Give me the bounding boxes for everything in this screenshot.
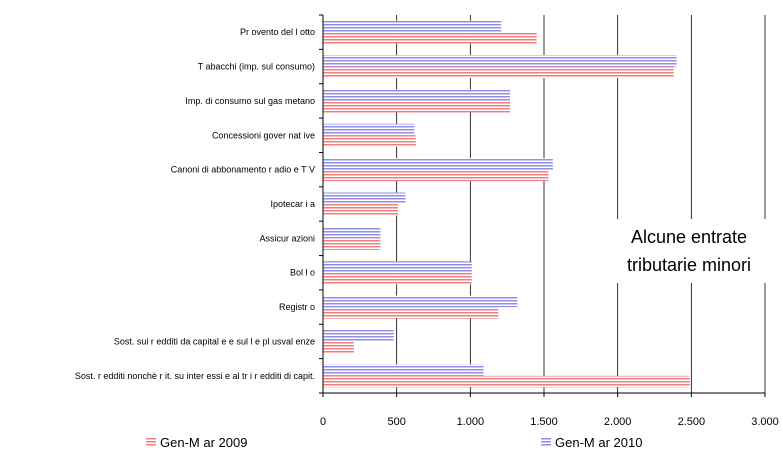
x-tick-label-6: 3.000 (751, 416, 779, 428)
bar-2010-10 (323, 364, 484, 376)
x-tick-label-0: 0 (320, 416, 326, 428)
bar-2009-2 (323, 100, 511, 113)
bar-2009-5 (323, 204, 399, 216)
bar-2009-9 (323, 341, 354, 353)
category-label-10: Sost. r edditi nonchè r it. su inter ess… (75, 371, 315, 381)
bar-2009-1 (323, 66, 674, 79)
category-labels: Pr ovento del l otto T abacchi (imp. sul … (75, 27, 315, 381)
category-label-6: Assicur azioni (259, 233, 315, 243)
bar-2010-0 (323, 20, 502, 33)
bar-2009-6 (323, 238, 381, 250)
bar-2010-2 (323, 89, 511, 101)
bar-2009-8 (323, 307, 499, 319)
bar-2010-1 (323, 55, 677, 67)
bar-2009-4 (323, 169, 549, 182)
category-label-9: Sost. sui r edditi da capital e e sul l … (114, 336, 315, 346)
bar-2010-6 (323, 226, 381, 239)
category-label-0: Pr ovento del l otto (240, 27, 315, 37)
legend-label-2010: Gen-M ar 2010 (555, 435, 642, 450)
category-label-2: Imp. di consumo sul gas metano (185, 96, 315, 106)
chart-title-line-2: tributarie minori (627, 255, 751, 275)
category-label-1: T abacchi (imp. sul consumo) (198, 62, 315, 72)
bar-2009-10 (323, 375, 690, 388)
legend-item-2010: Gen-M ar 2010 (541, 435, 642, 450)
category-label-7: Bol l o (290, 268, 315, 278)
category-label-8: Registr o (279, 302, 315, 312)
axes (319, 14, 766, 397)
bar-2009-3 (323, 135, 416, 147)
chart-title: Alcune entrate tributarie minori (598, 219, 773, 283)
chart-title-line-1: Alcune entrate (631, 227, 747, 247)
bar-2009-7 (323, 272, 472, 285)
legend-swatch-2010 (541, 438, 551, 447)
bar-2010-5 (323, 192, 406, 204)
category-label-3: Concessioni gover nat ive (212, 130, 315, 140)
category-label-4: Canoni di abbonamento r adio e T V (171, 165, 315, 175)
bars (323, 20, 690, 388)
bar-2010-3 (323, 123, 415, 136)
bar-2010-7 (323, 261, 472, 273)
category-label-5: Ipotecar i a (270, 199, 315, 209)
x-tick-label-2: 1.000 (457, 416, 485, 428)
bar-2010-8 (323, 295, 518, 308)
legend: Gen-M ar 2009 Gen-M ar 2010 (146, 435, 642, 450)
legend-item-2009: Gen-M ar 2009 (146, 435, 247, 450)
x-tick-label-3: 1.500 (530, 416, 558, 428)
bar-2010-9 (323, 329, 394, 342)
legend-label-2009: Gen-M ar 2009 (160, 435, 247, 450)
legend-swatch-2009 (146, 438, 156, 447)
x-tick-labels: 0 500 1.000 1.500 2.000 2.500 3.000 (320, 416, 779, 428)
x-tick-label-5: 2.500 (678, 416, 706, 428)
x-tick-label-4: 2.000 (604, 416, 632, 428)
x-tick-label-1: 500 (387, 416, 405, 428)
bar-2009-0 (323, 32, 537, 44)
bar-2010-4 (323, 158, 553, 170)
